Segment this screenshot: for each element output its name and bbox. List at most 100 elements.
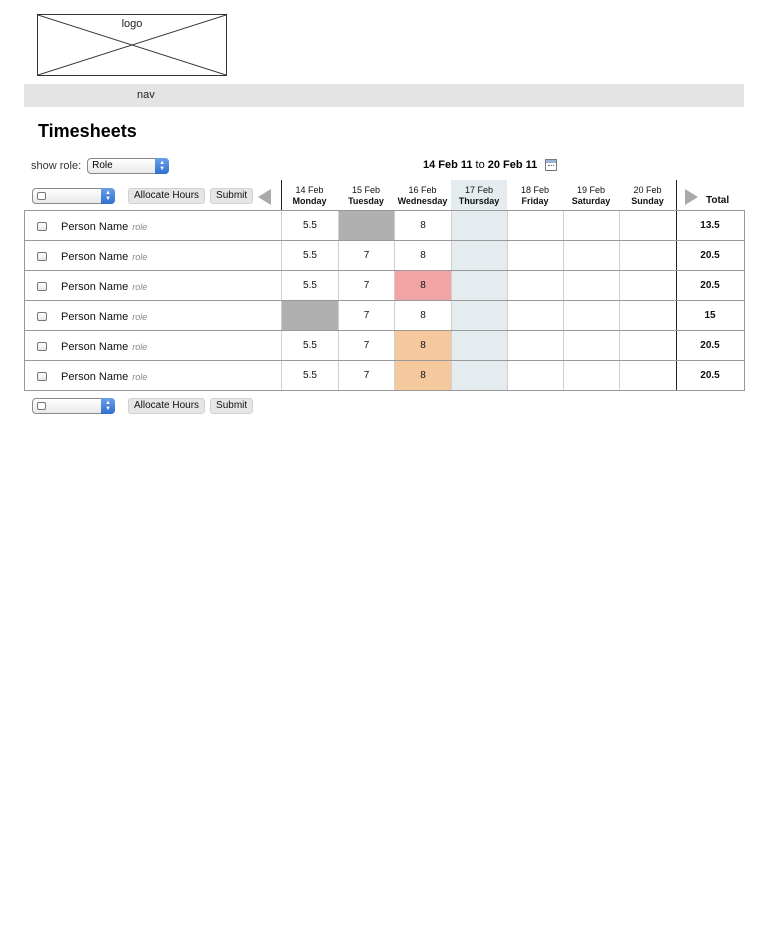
hours-cell[interactable]: 8 [394, 301, 451, 330]
total-cell: 13.5 [700, 220, 720, 231]
column-day: Tuesday [348, 196, 384, 206]
column-day: Sunday [631, 196, 664, 206]
hours-cell[interactable]: 7 [338, 271, 394, 300]
hours-cell[interactable] [451, 361, 507, 390]
row-checkbox[interactable] [37, 312, 47, 321]
hours-cell[interactable] [619, 271, 676, 300]
row-checkbox[interactable] [37, 252, 47, 261]
column-date: 19 Feb [576, 185, 606, 195]
table-row: Person Name role 5.5 7 8 20.5 [25, 241, 744, 271]
role-select-value: Role [92, 160, 113, 171]
hours-cell[interactable] [563, 301, 619, 330]
hours-cell[interactable]: 7 [338, 361, 394, 390]
column-header-sunday: 20 Feb Sunday [619, 180, 676, 210]
column-header-saturday: 19 Feb Saturday [563, 180, 619, 210]
hours-cell[interactable] [451, 211, 507, 240]
role-filter-label: show role: [31, 159, 82, 172]
person-role: role [132, 342, 148, 352]
allocate-hours-button[interactable]: Allocate Hours [128, 187, 206, 204]
checkbox-icon [37, 191, 46, 200]
column-date: 17 Feb [464, 185, 494, 195]
date-range-start: 14 Feb 11 [423, 159, 473, 171]
column-header-tuesday: 15 Feb Tuesday [338, 180, 394, 210]
hours-cell[interactable] [451, 241, 507, 270]
column-day: Wednesday [397, 196, 448, 206]
role-select[interactable]: Role ▲ ▼ [87, 157, 170, 174]
role-filter: show role: Role ▲ ▼ [31, 157, 170, 174]
submit-button[interactable]: Submit [210, 397, 254, 414]
allocate-hours-button[interactable]: Allocate Hours [128, 397, 206, 414]
person-cell: Person Name role [61, 221, 147, 233]
hours-cell[interactable] [507, 361, 563, 390]
column-header-thursday: 17 Feb Thursday [451, 180, 507, 210]
column-date: 14 Feb [295, 185, 324, 195]
hours-cell[interactable] [563, 271, 619, 300]
hours-cell[interactable] [619, 211, 676, 240]
hours-cell[interactable]: 5.5 [281, 271, 338, 300]
hours-cell[interactable]: 7 [338, 241, 394, 270]
next-week-icon[interactable] [685, 189, 698, 205]
person-role: role [132, 372, 148, 382]
hours-cell-over[interactable]: 8 [394, 271, 451, 300]
hours-cell-unavailable[interactable] [281, 301, 338, 330]
table-row: Person Name role 5.5 7 8 20.5 [25, 271, 744, 301]
person-name: Person Name [61, 221, 129, 233]
hours-cell[interactable] [507, 331, 563, 360]
hours-cell[interactable] [619, 301, 676, 330]
hours-cell[interactable] [619, 241, 676, 270]
timesheet-grid: Person Name role 5.5 8 13.5 Person Name ro… [24, 210, 745, 391]
total-cell: 15 [704, 310, 716, 321]
column-date: 15 Feb [351, 185, 381, 195]
submit-button[interactable]: Submit [210, 187, 254, 204]
hours-cell[interactable]: 5.5 [281, 211, 338, 240]
person-cell: Person Name role [61, 341, 147, 353]
table-row: Person Name role 5.5 8 13.5 [25, 211, 744, 241]
hours-cell[interactable] [451, 331, 507, 360]
select-arrows-icon: ▲ ▼ [155, 157, 170, 174]
hours-cell[interactable] [563, 241, 619, 270]
total-cell: 20.5 [700, 280, 720, 291]
hours-cell[interactable] [619, 331, 676, 360]
person-cell: Person Name role [61, 281, 147, 293]
hours-cell[interactable]: 5.5 [281, 361, 338, 390]
nav-bar[interactable]: nav [24, 84, 744, 107]
column-day: Saturday [571, 196, 611, 206]
checkbox-icon [37, 401, 46, 410]
hours-cell[interactable] [507, 241, 563, 270]
hours-cell[interactable] [451, 271, 507, 300]
person-cell: Person Name role [61, 371, 147, 383]
person-cell: Person Name role [61, 251, 147, 263]
hours-cell-warning[interactable]: 8 [394, 331, 451, 360]
hours-cell-warning[interactable]: 8 [394, 361, 451, 390]
hours-cell[interactable]: 5.5 [281, 241, 338, 270]
hours-cell[interactable] [563, 331, 619, 360]
row-checkbox[interactable] [37, 372, 47, 381]
row-checkbox[interactable] [37, 342, 47, 351]
hours-cell[interactable] [563, 361, 619, 390]
hours-cell[interactable]: 8 [394, 241, 451, 270]
row-checkbox[interactable] [37, 222, 47, 231]
hours-cell[interactable] [507, 211, 563, 240]
hours-cell[interactable] [507, 271, 563, 300]
column-day: Monday [292, 196, 327, 206]
hours-cell[interactable]: 7 [338, 331, 394, 360]
hours-cell[interactable]: 7 [338, 301, 394, 330]
row-checkbox[interactable] [37, 282, 47, 291]
person-role: role [132, 222, 148, 232]
person-role: role [132, 282, 148, 292]
bulk-select-top[interactable]: ▲ ▼ [32, 187, 115, 204]
total-cell: 20.5 [700, 250, 720, 261]
hours-cell[interactable]: 5.5 [281, 331, 338, 360]
column-day: Friday [521, 196, 549, 206]
hours-cell[interactable] [619, 361, 676, 390]
previous-week-icon[interactable] [258, 189, 271, 205]
column-date: 20 Feb [633, 185, 662, 195]
date-range-end: 20 Feb 11 [487, 159, 538, 171]
hours-cell[interactable] [451, 301, 507, 330]
hours-cell[interactable] [507, 301, 563, 330]
hours-cell-unavailable[interactable] [338, 211, 394, 240]
hours-cell[interactable]: 8 [394, 211, 451, 240]
hours-cell[interactable] [563, 211, 619, 240]
calendar-icon[interactable] [545, 159, 558, 171]
bulk-select-bottom[interactable]: ▲ ▼ [32, 397, 115, 414]
